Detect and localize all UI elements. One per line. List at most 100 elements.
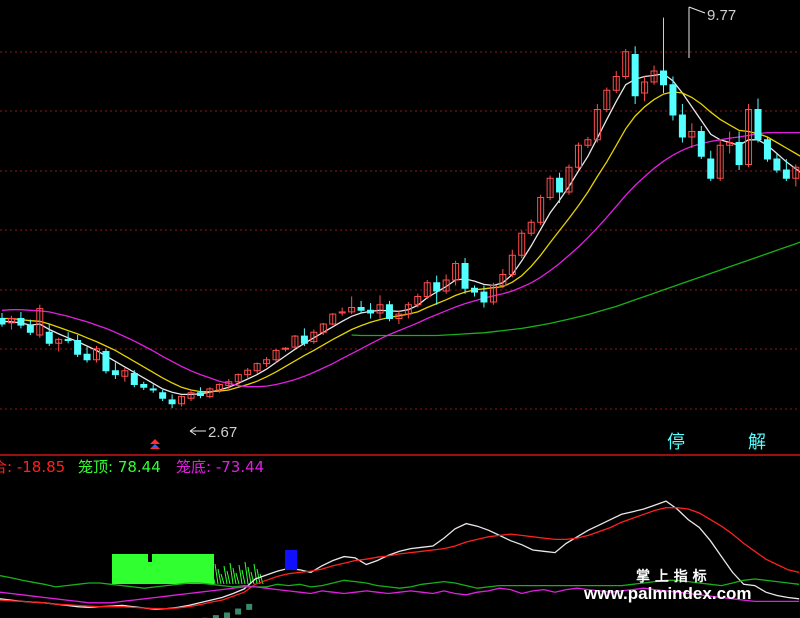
candle-body <box>215 384 223 391</box>
candle-body <box>433 282 441 292</box>
candle-23 <box>215 383 223 393</box>
candle-5 <box>45 324 53 346</box>
candle-13 <box>121 368 129 382</box>
candle-body <box>697 131 705 157</box>
candle-20 <box>187 390 195 401</box>
candle-body <box>461 263 469 289</box>
candle-body <box>537 197 545 223</box>
candle-body <box>45 331 53 344</box>
candle-body <box>329 313 337 325</box>
candle-61 <box>574 142 582 170</box>
hatch-line <box>232 567 237 585</box>
candle-55 <box>518 230 526 258</box>
candle-58 <box>546 175 554 201</box>
candle-body <box>452 263 460 281</box>
candle-38 <box>357 300 365 313</box>
candle-37 <box>348 296 356 315</box>
cage-hatch <box>139 561 264 585</box>
candle-82 <box>773 153 781 173</box>
candle-36 <box>338 307 346 316</box>
hatch-line <box>226 570 231 585</box>
hatch-line <box>253 563 258 585</box>
candle-body <box>102 351 110 372</box>
candle-8 <box>74 335 82 357</box>
indicator-legend: 合: -18.85 笼顶: 78.44 笼底: -73.44 <box>0 458 264 476</box>
candle-body <box>111 370 119 376</box>
candle-body <box>650 70 658 83</box>
cage-block-3 <box>148 562 154 584</box>
hatch-line <box>139 568 144 585</box>
hatch-line <box>151 562 156 585</box>
candle-24 <box>225 379 233 389</box>
candle-30 <box>282 347 289 352</box>
candle-34 <box>319 322 327 335</box>
candle-21 <box>196 387 204 399</box>
candle-body <box>385 304 393 319</box>
ma-line-3 <box>351 241 800 337</box>
hatch-line <box>214 563 219 585</box>
hatch-line <box>250 571 255 585</box>
candle-body <box>159 392 167 399</box>
candle-body <box>93 348 100 361</box>
candle-31 <box>291 335 299 349</box>
candle-17 <box>159 390 167 401</box>
candle-29 <box>272 348 280 363</box>
hatch-line <box>217 568 222 585</box>
release-label: 解 <box>748 432 766 453</box>
candle-body <box>631 54 639 97</box>
candle-51 <box>480 285 488 308</box>
candle-32 <box>300 328 308 346</box>
indicator-line-2 <box>0 575 800 589</box>
candle-33 <box>310 329 318 344</box>
candle-25 <box>234 373 242 385</box>
candle-body <box>26 324 34 333</box>
candle-body <box>726 142 734 146</box>
candle-body <box>773 158 781 171</box>
candle-body <box>471 287 478 293</box>
candle-body <box>763 139 771 160</box>
candle-35 <box>329 313 337 326</box>
candle-body <box>669 84 677 116</box>
legend-combined: 合: -18.85 <box>0 458 65 476</box>
candle-3 <box>26 319 34 335</box>
candle-0 <box>0 313 6 327</box>
candle-body <box>338 311 346 314</box>
candle-body <box>603 89 611 110</box>
candle-75 <box>707 150 715 181</box>
candle-body <box>423 282 431 297</box>
candle-body <box>518 232 526 256</box>
candle-body <box>782 169 790 179</box>
hatch-line <box>193 567 198 585</box>
candle-body <box>187 392 195 399</box>
hatch-line <box>223 565 228 585</box>
hatch-line <box>175 563 180 585</box>
candle-body <box>357 307 365 311</box>
candle-62 <box>584 137 592 148</box>
candle-50 <box>471 285 478 297</box>
candle-body <box>716 144 724 179</box>
blue-marker <box>285 550 297 570</box>
candle-48 <box>452 260 460 286</box>
candle-body <box>0 318 6 325</box>
candle-body <box>348 307 356 313</box>
candle-69 <box>650 65 658 85</box>
candle-body <box>678 114 686 138</box>
hatch-line <box>181 573 186 585</box>
candle-body <box>660 70 667 86</box>
candle-27 <box>253 362 261 374</box>
legend-cage-top: 笼顶: 78.44 <box>78 458 161 476</box>
hatch-line <box>157 572 162 585</box>
candle-76 <box>716 139 724 181</box>
candle-2 <box>17 311 25 329</box>
hatch-line <box>169 566 174 585</box>
candle-1 <box>7 315 15 330</box>
candle-body <box>480 291 488 303</box>
candle-body <box>36 308 44 336</box>
hatch-line <box>190 562 195 585</box>
candle-body <box>206 388 214 398</box>
hatch-line <box>148 570 153 585</box>
hatch-line <box>160 564 165 585</box>
hatch-line <box>166 561 171 585</box>
candle-22 <box>206 387 214 399</box>
candle-body <box>754 109 762 141</box>
